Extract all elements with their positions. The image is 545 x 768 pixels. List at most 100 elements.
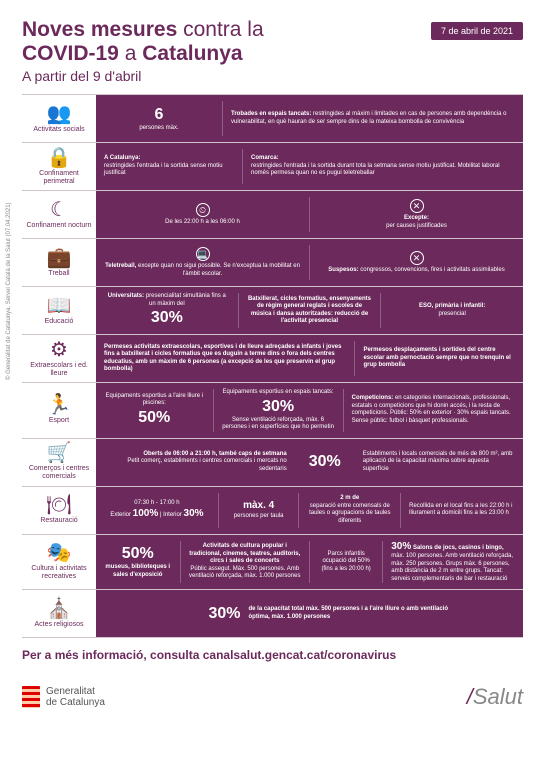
row-nocturn: ☾ Confinament nocturn ⏲ De les 22:00 h a… — [22, 191, 523, 239]
edu-c3-title: ESO, primària i infantil: — [419, 303, 485, 309]
cult-c4-big: 30% — [391, 541, 411, 552]
title-a: a — [125, 42, 137, 65]
label-extra: ⚙ Extraescolars i ed. lleure — [22, 335, 96, 382]
label-comercos: 🛒 Comerços i centres comercials — [22, 439, 96, 486]
edu-c3-text: presencial — [439, 311, 466, 317]
nocturn-except: Excepte: — [404, 215, 429, 221]
row-socials: 👥 Activitats socials 6 persones màx. Tro… — [22, 95, 523, 143]
logos: Generalitat de Catalunya /Salut — [22, 684, 523, 710]
salut-logo: /Salut — [467, 684, 523, 710]
rest-c3-title: 2 m de — [340, 495, 359, 501]
edu-c1-text: presencialitat simultània fins a un màxi… — [146, 293, 226, 307]
treball-right-text: congressos, convencions, fires i activit… — [360, 267, 504, 273]
peri-left-title: A Catalunya: — [104, 155, 140, 161]
label-cultura: 🎭 Cultura i activitats recreatives — [22, 535, 96, 590]
esport-c1-big: 50% — [104, 408, 205, 428]
peri-right-text: restringides l'entrada i la sortida dura… — [251, 163, 500, 177]
header: Noves mesures contra la COVID-19 a Catal… — [22, 18, 523, 84]
esport-c2-title: Equipaments esportius en espais tancats: — [223, 389, 334, 395]
cult-c1-big: 50% — [104, 544, 172, 564]
esport-c2-text: Sense ventilació reforçada, màx. 6 perso… — [222, 417, 334, 431]
salut-text: Salut — [473, 684, 523, 709]
row-perimetral: 🔒 Confinament perimetral A Catalunya: re… — [22, 143, 523, 191]
cart-icon: 🛒 — [47, 443, 72, 463]
cult-c1-text: museus, biblioteques i sales d'exposició — [105, 564, 170, 578]
title-line-2: COVID-19 a Catalunya — [22, 42, 264, 66]
masks-icon: 🎭 — [47, 543, 72, 563]
esport-c3-title: Competicions: — [352, 395, 394, 401]
label-text: Restauració — [40, 517, 77, 525]
label-text: Actes religiosos — [34, 621, 83, 629]
row-extra: ⚙ Extraescolars i ed. lleure Permeses ac… — [22, 335, 523, 383]
label-text: Esport — [49, 417, 69, 425]
label-nocturn: ☾ Confinament nocturn — [22, 191, 96, 238]
title-covid: COVID-19 — [22, 42, 119, 65]
row-comercos: 🛒 Comerços i centres comercials Oberts d… — [22, 439, 523, 487]
cult-c3-text: Parcs infantils ocupació del 50% (fins a… — [321, 551, 370, 572]
rest-c2-text: persones per taula — [234, 513, 284, 519]
rest-ext: Exterior — [110, 512, 131, 518]
briefcase-icon: 💼 — [47, 248, 72, 268]
socials-right-title: Trobades en espais tancats: — [231, 111, 311, 117]
x-icon: ✕ — [410, 251, 424, 265]
measures-table: 👥 Activitats socials 6 persones màx. Tro… — [22, 94, 523, 638]
label-text: Comerços i centres comercials — [24, 465, 94, 480]
label-educacio: 📖 Educació — [22, 287, 96, 334]
treball-right-title: Suspesos: — [328, 267, 358, 273]
treball-left-text: excepte quan no sigui possible. Se n'exc… — [138, 263, 300, 277]
moon-icon: ☾ — [50, 200, 68, 220]
label-socials: 👥 Activitats socials — [22, 95, 96, 142]
label-perimetral: 🔒 Confinament perimetral — [22, 143, 96, 190]
clock-icon: ⏲ — [196, 203, 210, 217]
peri-right-title: Comarca: — [251, 155, 279, 161]
utensils-icon: 🍽 — [46, 495, 71, 515]
subtitle: A partir del 9 d'abril — [22, 68, 264, 84]
label-text: Confinament perimetral — [24, 170, 94, 185]
rest-int: Interior — [163, 512, 182, 518]
gear-icon: ⚙ — [50, 340, 68, 360]
rest-c3-text: separació entre comensals de taules o ag… — [309, 503, 390, 524]
label-text: Extraescolars i ed. lleure — [24, 362, 94, 377]
nocturn-except-text: per causes justificades — [386, 223, 447, 229]
socials-max-text: persones màx. — [139, 125, 178, 131]
gencat-line2: de Catalunya — [46, 697, 105, 708]
extra-right: Permesos desplaçaments i sortides del ce… — [363, 347, 510, 368]
com-left-text: Petit comerç, establiments i centres com… — [127, 458, 286, 472]
label-restauracio: 🍽 Restauració — [22, 487, 96, 534]
label-treball: 💼 Treball — [22, 239, 96, 286]
cult-c4-text: màx. 100 persones. Amb ventilació reforç… — [391, 553, 513, 582]
edu-c2: Batxillerat, cicles formatius, ensenyame… — [248, 296, 371, 325]
label-text: Educació — [45, 318, 74, 326]
title-block: Noves mesures contra la COVID-19 a Catal… — [22, 18, 264, 84]
lock-icon: 🔒 — [47, 148, 72, 168]
extra-left: Permeses activitats extraescolars, espor… — [104, 344, 341, 373]
treball-left-title: Teletreball, — [105, 263, 136, 269]
cult-c4-title: Salons de jocs, casinos i bingo, — [413, 545, 504, 551]
label-text: Activitats socials — [33, 126, 84, 134]
row-restauracio: 🍽 Restauració 07:30 h - 17:00 h Exterior… — [22, 487, 523, 535]
flag-icon — [22, 686, 40, 708]
edu-c1-title: Universitats: — [108, 293, 144, 299]
com-big: 30% — [295, 452, 355, 472]
row-educacio: 📖 Educació Universitats: presencialitat … — [22, 287, 523, 335]
esport-c2-big: 30% — [222, 397, 335, 417]
row-esport: 🏃 Esport Equipaments esportius a l'aire … — [22, 383, 523, 439]
label-text: Treball — [48, 270, 69, 278]
title-strong-1: Noves mesures — [22, 18, 177, 41]
cult-c2-text: Públic assegut. Màx. 500 persones. Amb v… — [189, 566, 300, 580]
runner-icon: 🏃 — [47, 395, 72, 415]
title-catalunya: Catalunya — [142, 42, 242, 65]
label-text: Cultura i activitats recreatives — [24, 565, 94, 580]
rest-int-big: 30% — [184, 508, 204, 519]
row-cultura: 🎭 Cultura i activitats recreatives 50% m… — [22, 535, 523, 591]
footer-info: Per a més informació, consulta canalsalu… — [22, 648, 523, 662]
church-icon: ⛪ — [47, 599, 72, 619]
edu-c1-big: 30% — [104, 308, 230, 328]
book-icon: 📖 — [47, 296, 72, 316]
gencat-line1: Generalitat — [46, 686, 105, 697]
rest-c4: Recollida en el local fins a les 22:00 h… — [409, 503, 512, 517]
title-line-1: Noves mesures contra la — [22, 18, 264, 42]
rest-hours: 07:30 h - 17:00 h — [134, 500, 179, 506]
title-light-1: contra la — [183, 18, 264, 41]
socials-max: 6 — [104, 105, 214, 125]
